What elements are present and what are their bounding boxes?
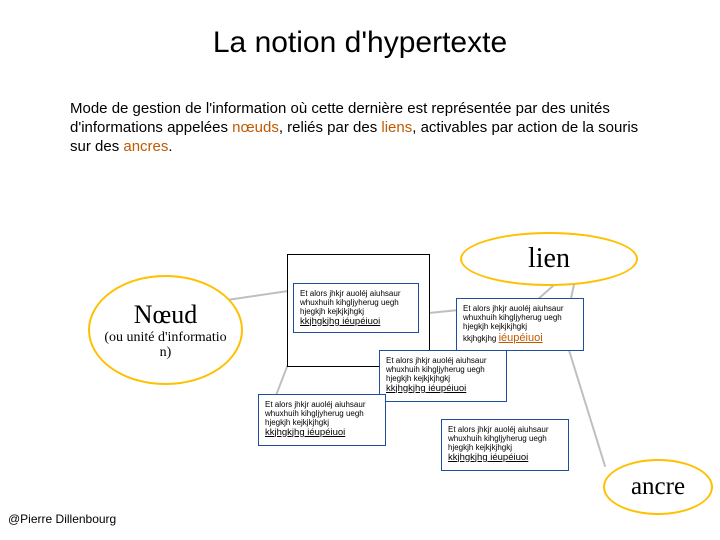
b1l4: kkjhgkjhg iéupéiuoi [300,316,380,327]
b3l1: Et alors jhkjr auoléj aiuhsaur [386,356,487,365]
noeud-sub-line1: (ou unité d'informatio [104,330,226,345]
lien-label: lien [528,243,570,275]
noeud-sub-label: (ou unité d'informatio n) [90,330,241,361]
b2l4a: kkjhgkjhg [463,334,496,343]
content-box-5: Et alors jhkjr auoléj aiuhsaur whuxhuih … [441,419,569,471]
para-em1: nœuds [232,119,279,136]
b5l2: whuxhuih kihgljyherug uegh [448,434,547,443]
b1l2: whuxhuih kihgljyherug uegh [300,298,399,307]
b5l1: Et alors jhkjr auoléj aiuhsaur [448,425,549,434]
credit-text: @Pierre Dillenbourg [8,512,116,526]
ancre-label: ancre [631,473,685,501]
content-box-4: Et alors jhkjr auoléj aiuhsaur whuxhuih … [258,394,386,446]
para-em3: ancres [123,138,168,155]
b3l4: kkjhgkjhg iéupéiuoi [386,383,466,394]
noeud-sub-line2: n) [160,345,172,360]
b4l4: kkjhgkjhg iéupéiuoi [265,427,345,438]
intro-paragraph: Mode de gestion de l'information où cett… [70,100,640,156]
lien-ellipse: lien [460,232,638,286]
b2l4: kkjhgkjhg iéupéiuoi [463,334,543,343]
content-box-1: Et alors jhkjr auoléj aiuhsaur whuxhuih … [293,283,419,333]
para-post: . [168,138,172,155]
b3l2: whuxhuih kihgljyherug uegh [386,365,485,374]
b2l2: whuxhuih kihgljyherug uegh [463,313,562,322]
b2l3: hjegkjh kejkjkjhgkj [463,322,527,331]
content-box-2: Et alors jhkjr auoléj aiuhsaur whuxhuih … [456,298,584,351]
noeud-ellipse: Nœud (ou unité d'informatio n) [88,275,243,385]
b2l1: Et alors jhkjr auoléj aiuhsaur [463,304,564,313]
b4l2: whuxhuih kihgljyherug uegh [265,409,364,418]
ancre-inline-text: iéupéiuoi [499,332,543,344]
content-box-3: Et alors jhkjr auoléj aiuhsaur whuxhuih … [379,350,507,402]
para-em2: liens [381,119,412,136]
page-title: La notion d'hypertexte [0,26,720,60]
ancre-ellipse: ancre [603,459,713,515]
b5l4: kkjhgkjhg iéupéiuoi [448,452,528,463]
b4l1: Et alors jhkjr auoléj aiuhsaur [265,400,366,409]
para-mid1: , reliés par des [279,119,382,136]
noeud-main-label: Nœud [90,300,241,330]
b1l1: Et alors jhkjr auoléj aiuhsaur [300,289,401,298]
